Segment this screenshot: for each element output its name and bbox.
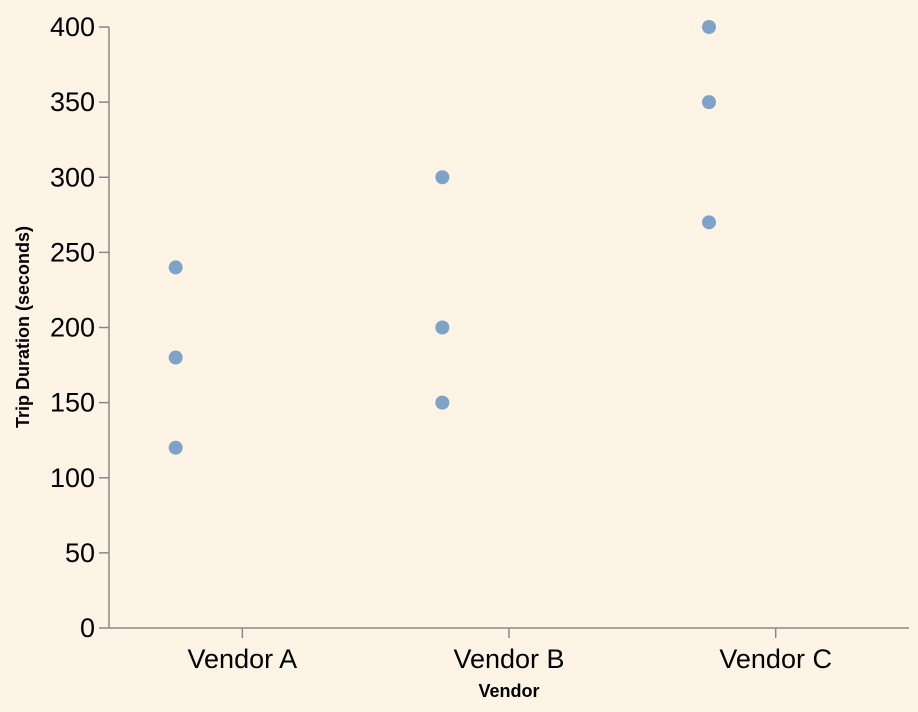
data-point [168,350,183,365]
x-tick-label: Vendor A [188,644,298,674]
x-axis: Vendor A Vendor B Vendor C [109,627,909,674]
x-axis-title: Vendor [478,681,539,701]
x-tick-label: Vendor C [719,644,832,674]
data-point [702,95,716,110]
y-tick-label: 100 [50,463,95,493]
data-point [702,215,716,230]
x-tick-label: Vendor B [453,644,564,674]
y-axis-title: Trip Duration (seconds) [13,226,33,428]
y-tick-label: 50 [65,538,95,568]
y-axis: 0 50 100 150 200 250 300 350 400 [50,12,110,643]
data-point [435,320,450,335]
y-tick-label: 350 [50,87,95,117]
data-point [435,170,450,185]
y-tick-label: 400 [50,12,95,42]
y-tick-label: 200 [50,313,95,343]
data-point [168,260,183,275]
y-tick-label: 300 [50,162,95,192]
y-tick-label: 0 [80,613,95,643]
data-point [702,20,716,34]
data-points [168,20,716,455]
y-tick-label: 150 [50,388,95,418]
data-point [168,440,183,455]
y-tick-label: 250 [50,237,95,267]
data-point [435,395,450,410]
